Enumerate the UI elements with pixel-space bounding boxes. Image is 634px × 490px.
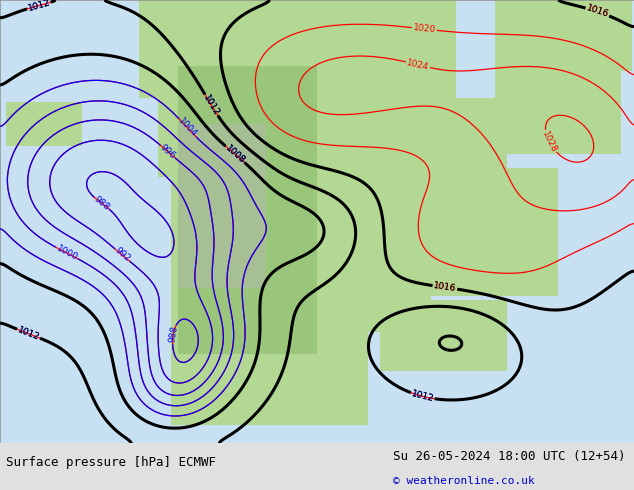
Text: 1000: 1000 xyxy=(55,244,79,262)
Text: 1008: 1008 xyxy=(223,144,247,165)
Text: © weatheronline.co.uk: © weatheronline.co.uk xyxy=(393,476,535,486)
Text: 1016: 1016 xyxy=(585,4,610,20)
Text: 992: 992 xyxy=(113,246,132,264)
Text: 1020: 1020 xyxy=(412,23,436,35)
Text: 1004: 1004 xyxy=(176,117,198,139)
Text: Surface pressure [hPa] ECMWF: Surface pressure [hPa] ECMWF xyxy=(6,456,216,468)
Text: Su 26-05-2024 18:00 UTC (12+54): Su 26-05-2024 18:00 UTC (12+54) xyxy=(393,450,626,463)
Text: 1012: 1012 xyxy=(27,0,51,13)
Text: 1008: 1008 xyxy=(223,144,247,165)
Text: 1012: 1012 xyxy=(16,325,41,342)
Text: 988: 988 xyxy=(167,325,179,344)
Text: 1028: 1028 xyxy=(540,129,559,154)
Text: 1012: 1012 xyxy=(410,389,435,404)
Text: 1012: 1012 xyxy=(16,325,41,342)
Text: 1012: 1012 xyxy=(410,389,435,404)
Text: 988: 988 xyxy=(92,195,111,212)
Text: 1012: 1012 xyxy=(27,0,51,13)
Text: 996: 996 xyxy=(158,143,177,161)
Text: 1016: 1016 xyxy=(433,281,457,294)
Text: 1012: 1012 xyxy=(202,93,221,117)
Text: 1016: 1016 xyxy=(433,281,457,294)
Text: 1024: 1024 xyxy=(406,58,430,72)
Text: 1016: 1016 xyxy=(585,4,610,20)
Text: 1012: 1012 xyxy=(202,93,221,117)
